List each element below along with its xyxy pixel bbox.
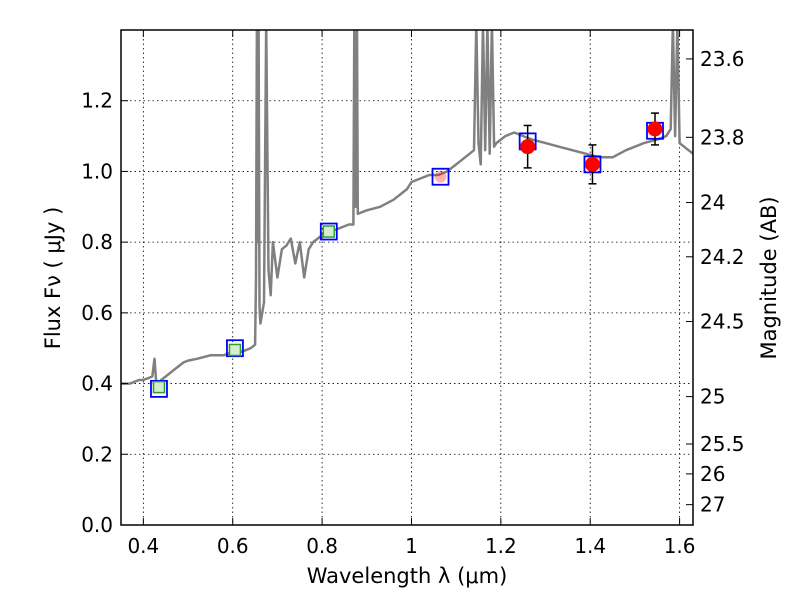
y-tick-label: 0.4 — [81, 372, 113, 396]
y-tick-label: 1.2 — [81, 89, 113, 113]
photometry-point — [520, 139, 536, 155]
model-band-square — [431, 167, 450, 186]
y2-axis-label: Magnitude (AB) — [757, 196, 781, 359]
photometry-point — [584, 156, 600, 172]
mag-tick-label: 24.2 — [700, 245, 745, 269]
spectrum-line — [121, 30, 693, 392]
x-axis-label: Wavelength λ (μm) — [307, 564, 508, 588]
mag-tick-label: 25 — [700, 385, 725, 409]
x-tick-label: 0.4 — [127, 534, 159, 558]
y-tick-label: 0.6 — [81, 301, 113, 325]
mag-tick-label: 24.5 — [700, 310, 745, 334]
grid-lines — [121, 30, 693, 525]
model-band-square — [319, 222, 338, 241]
photometry-point — [434, 170, 447, 183]
axis-ticks: 0.4 0.6 0.8 1 1.2 1.4 1.6 0.0 0.2 0.4 0.6 0.8 1.0 1.2… — [81, 30, 745, 558]
mag-tick-label: 27 — [700, 493, 725, 517]
y-tick-label: 0.2 — [81, 442, 113, 466]
mag-tick-label: 23.6 — [700, 47, 745, 71]
x-tick-label: 1.6 — [664, 534, 696, 558]
mag-tick-label: 25.5 — [700, 432, 745, 456]
photometry-point — [647, 121, 663, 137]
y-tick-label: 1.0 — [81, 159, 113, 183]
spectrum-line-group — [121, 30, 693, 392]
catalog-band-square — [152, 380, 166, 394]
x-tick-label: 1.4 — [574, 534, 606, 558]
catalog-band-square — [228, 343, 242, 357]
catalog-band-square — [322, 225, 336, 238]
y-axis-label: Flux Fν ( μJy ) — [41, 207, 65, 350]
plot-frame — [120, 29, 694, 526]
mag-tick-label: 26 — [700, 462, 725, 486]
mag-tick-label: 24 — [700, 191, 725, 215]
mag-tick-label: 23.8 — [700, 125, 745, 149]
x-tick-label: 0.6 — [217, 534, 249, 558]
x-tick-label: 0.8 — [306, 534, 338, 558]
x-tick-label: 1.2 — [485, 534, 517, 558]
photometry-markers — [150, 112, 664, 398]
x-tick-label: 1 — [405, 534, 418, 558]
y-tick-label: 0.8 — [81, 230, 113, 254]
y-tick-label: 0.0 — [81, 513, 113, 537]
